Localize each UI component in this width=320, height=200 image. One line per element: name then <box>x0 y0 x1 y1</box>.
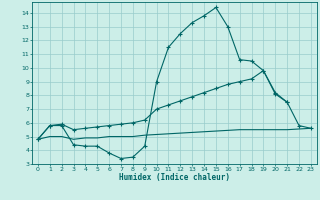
X-axis label: Humidex (Indice chaleur): Humidex (Indice chaleur) <box>119 173 230 182</box>
